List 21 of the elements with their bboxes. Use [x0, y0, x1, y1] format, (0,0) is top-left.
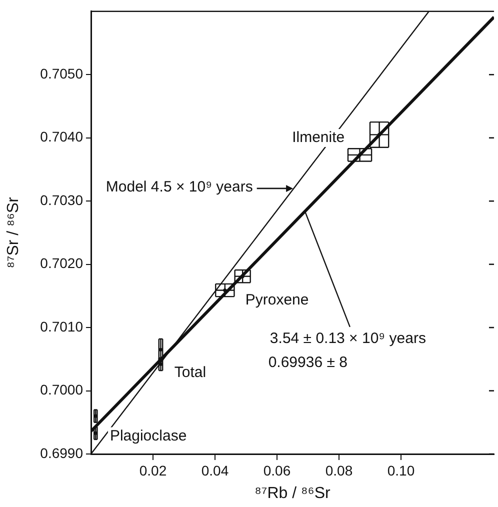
y-tick-label: 0.7010: [40, 318, 84, 334]
y-tick-label: 0.6990: [40, 444, 84, 461]
x-tick-label: 0.02: [139, 462, 167, 478]
y-tick-label: 0.7030: [40, 192, 84, 208]
x-tick-label: 0.10: [387, 462, 415, 478]
y-axis-title: ⁸⁷Sr / ⁸⁶Sr: [5, 196, 22, 268]
annotation: Total: [174, 364, 206, 382]
x-tick-label: 0.08: [325, 462, 353, 478]
y-tick-label: 0.7040: [40, 128, 84, 145]
x-tick-label: 0.06: [263, 462, 291, 478]
annotation: Model 4.5 × 10⁹ years: [106, 178, 253, 196]
y-tick-label: 0.7000: [40, 382, 84, 398]
annotation: Plagioclase: [110, 427, 187, 444]
annotation: Pyroxene: [245, 292, 309, 309]
y-tick-label: 0.7050: [40, 65, 84, 82]
x-axis-title: ⁸⁷Rb / ⁸⁶Sr: [254, 484, 331, 502]
annotation: 0.69936 ± 8: [268, 354, 348, 371]
annotation: 3.54 ± 0.13 × 10⁹ years: [270, 330, 426, 348]
annotation: Ilmenite: [292, 129, 345, 146]
y-tick-label: 0.7020: [40, 255, 84, 272]
x-tick-label: 0.04: [201, 462, 229, 478]
